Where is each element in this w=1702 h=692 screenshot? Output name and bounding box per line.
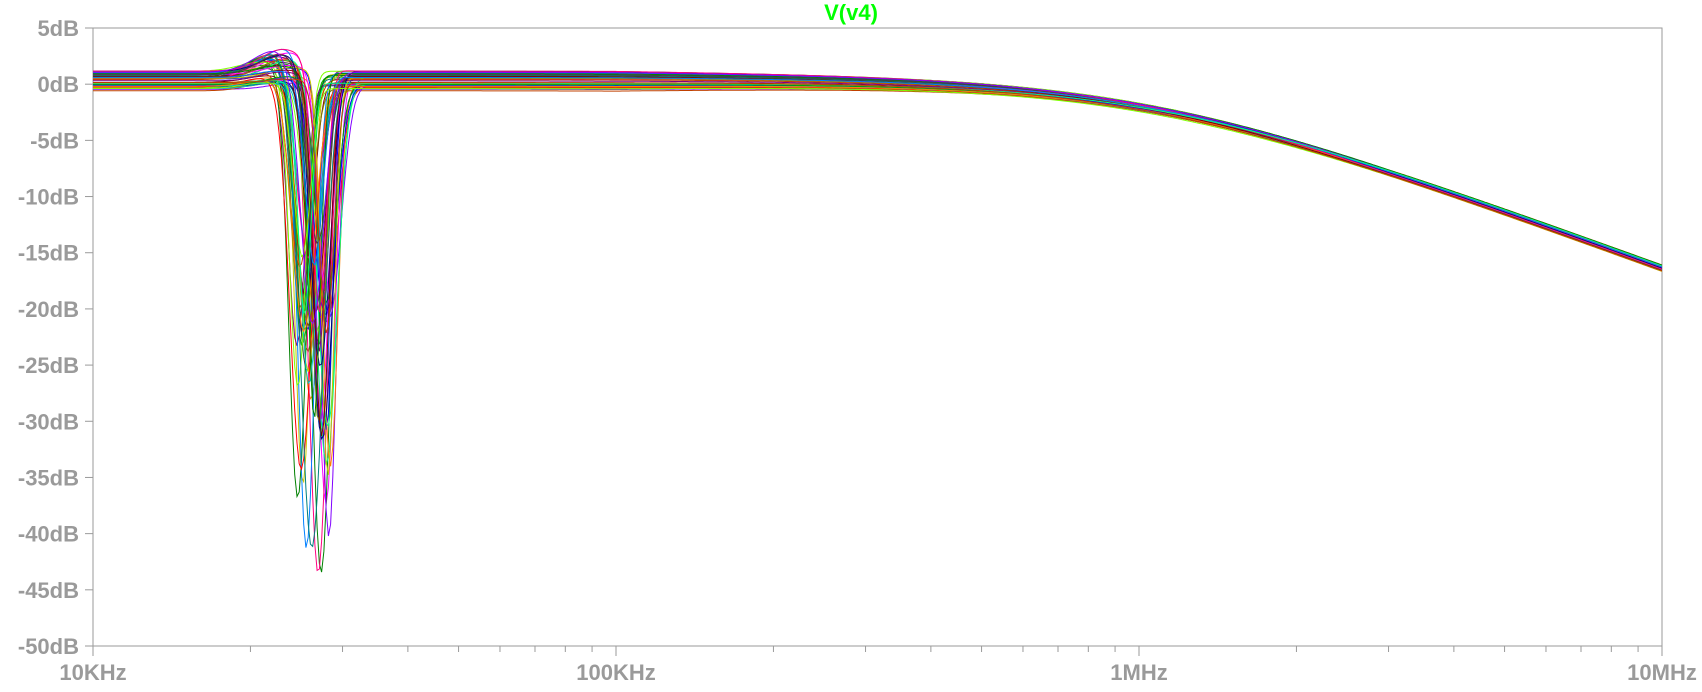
- x-tick-label: 100KHz: [576, 660, 655, 685]
- x-tick-label: 1MHz: [1110, 660, 1167, 685]
- x-tick-label: 10MHz: [1627, 660, 1697, 685]
- y-tick-label: -15dB: [18, 241, 79, 266]
- y-tick-label: -20dB: [18, 297, 79, 322]
- y-tick-label: -35dB: [18, 465, 79, 490]
- y-tick-label: -40dB: [18, 522, 79, 547]
- x-tick-label: 10KHz: [59, 660, 126, 685]
- y-tick-label: 0dB: [37, 72, 79, 97]
- y-tick-label: -5dB: [30, 128, 79, 153]
- y-tick-label: -25dB: [18, 353, 79, 378]
- y-tick-label: -50dB: [18, 634, 79, 659]
- chart-title: V(v4): [824, 0, 878, 25]
- series-line: [93, 65, 1662, 417]
- y-tick-label: -30dB: [18, 409, 79, 434]
- series-line: [93, 81, 1662, 441]
- y-tick-label: -45dB: [18, 578, 79, 603]
- plot-frame: [92, 27, 1663, 647]
- y-tick-label: 5dB: [37, 16, 79, 41]
- series-line: [93, 78, 1662, 333]
- series-line: [93, 70, 1662, 268]
- y-tick-label: -10dB: [18, 185, 79, 210]
